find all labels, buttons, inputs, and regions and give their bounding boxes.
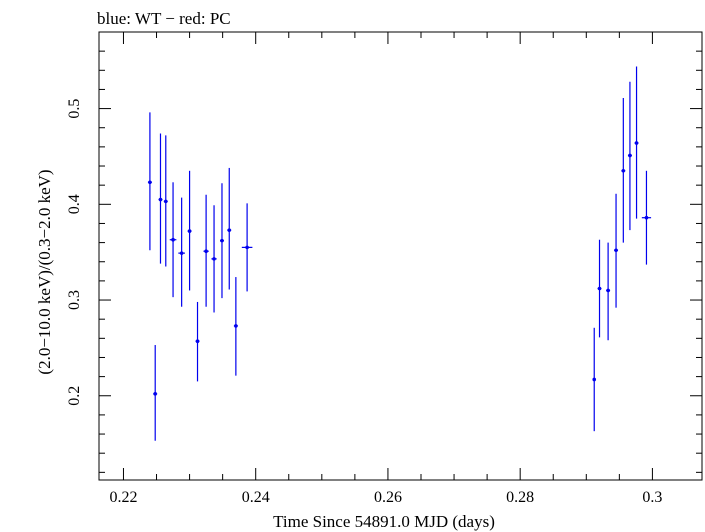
point-marker: [644, 215, 649, 220]
y-tick-label: 0.5: [66, 99, 83, 119]
data-point: [178, 197, 185, 307]
point-marker: [187, 229, 192, 233]
data-point: [195, 301, 200, 382]
x-tick-label: 0.24: [242, 489, 270, 506]
x-tick-label: 0.22: [109, 489, 137, 506]
point-marker: [212, 257, 216, 261]
data-point: [627, 81, 632, 231]
chart-title: blue: WT − red: PC: [97, 9, 231, 28]
point-marker: [597, 286, 602, 291]
data-point: [634, 66, 639, 219]
point-marker: [204, 249, 208, 254]
point-marker: [153, 392, 158, 396]
point-marker: [234, 324, 238, 328]
data-point: [241, 203, 253, 292]
data-point: [592, 327, 597, 432]
data-point: [227, 167, 232, 290]
point-marker: [148, 180, 152, 185]
point-marker: [628, 153, 632, 158]
data-point: [169, 182, 177, 298]
y-axis: 0.2 0.3 0.4 0.5: [66, 50, 702, 473]
x-tick-label: 0.3: [642, 489, 662, 506]
point-marker: [592, 377, 597, 382]
y-tick-label: 0.4: [66, 194, 83, 214]
point-marker: [621, 169, 626, 173]
x-axis-label: Time Since 54891.0 MJD (days): [273, 512, 495, 531]
point-marker: [634, 141, 639, 145]
data-point: [597, 239, 602, 338]
data-point: [153, 345, 158, 441]
data-point: [621, 98, 626, 243]
x-tick-label: 0.26: [374, 489, 402, 506]
point-marker: [179, 251, 184, 255]
data-point: [163, 135, 168, 267]
data-point: [233, 277, 238, 376]
data-point: [219, 183, 224, 299]
data-point: [158, 133, 163, 264]
point-marker: [163, 199, 168, 204]
point-marker: [245, 245, 249, 250]
data-point: [147, 112, 152, 251]
x-tick-label: 0.28: [506, 489, 534, 506]
y-tick-label: 0.3: [66, 290, 83, 310]
data-point: [614, 193, 619, 308]
point-marker: [220, 238, 224, 243]
plot-frame: [98, 31, 703, 481]
point-marker: [606, 288, 610, 293]
data-point: [203, 194, 209, 307]
x-axis: 0.22 0.24 0.26 0.28 0.3: [109, 32, 662, 506]
point-marker: [171, 237, 175, 242]
y-axis-label: (2.0−10.0 keV)/(0.3−2.0 keV): [35, 169, 54, 374]
data-point: [606, 242, 611, 341]
y-tick-label: 0.2: [66, 386, 83, 406]
data-point: [641, 170, 652, 265]
point-marker: [158, 197, 163, 202]
point-marker: [614, 248, 618, 253]
data-series: [147, 66, 652, 441]
point-marker: [195, 339, 200, 343]
point-marker: [227, 228, 232, 232]
data-point: [187, 170, 192, 291]
data-point: [211, 205, 217, 313]
